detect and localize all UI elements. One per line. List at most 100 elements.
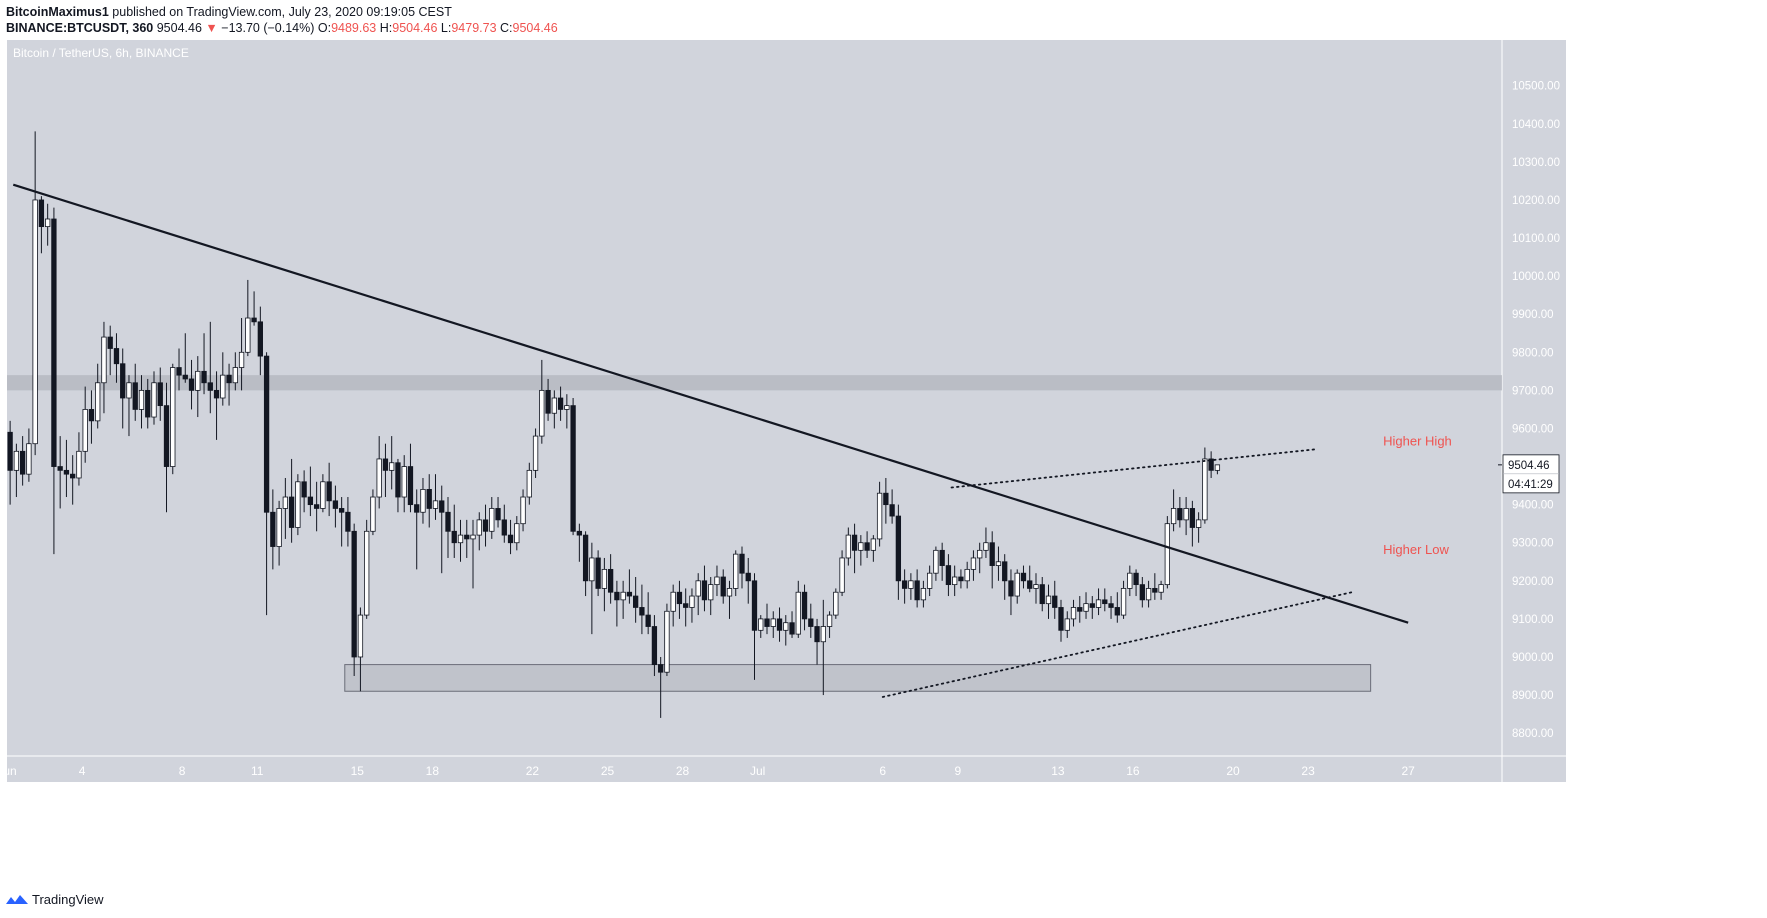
candle-body[interactable] [57, 466, 63, 471]
candle-body[interactable] [1089, 603, 1095, 608]
candle-body[interactable] [1202, 458, 1208, 521]
candle-body[interactable] [232, 367, 238, 384]
candle-body[interactable] [382, 458, 389, 471]
candle-body[interactable] [95, 382, 101, 422]
candle-body[interactable] [1214, 464, 1221, 471]
candle-body[interactable] [82, 409, 88, 452]
candle-body[interactable] [1108, 603, 1114, 608]
candle-body[interactable] [138, 389, 145, 410]
candle-body[interactable] [19, 450, 26, 475]
candle-body[interactable] [539, 389, 545, 437]
candle-body[interactable] [664, 610, 670, 673]
candle-body[interactable] [620, 591, 626, 601]
trendline-upper-channel[interactable] [950, 448, 1316, 489]
candle-body[interactable] [426, 489, 432, 509]
candle-body[interactable] [770, 618, 776, 627]
candle-body[interactable] [51, 218, 57, 467]
candle-body[interactable] [464, 534, 470, 540]
candle-body[interactable] [632, 595, 639, 608]
candle-body[interactable] [726, 588, 733, 597]
candle-body[interactable] [251, 317, 257, 323]
candle-body[interactable] [626, 591, 633, 597]
candle-body[interactable] [557, 397, 564, 410]
candle-body[interactable] [176, 367, 182, 376]
candle-body[interactable] [195, 370, 201, 391]
candle-body[interactable] [45, 218, 51, 228]
candle-body[interactable] [845, 534, 851, 559]
candle-body[interactable] [1039, 584, 1045, 605]
candle-body[interactable] [958, 576, 964, 582]
candle-body[interactable] [701, 580, 708, 601]
symbol-label[interactable]: BINANCE:BTCUSDT, 360 [6, 21, 154, 35]
candle-body[interactable] [901, 580, 908, 589]
candle-body[interactable] [814, 626, 820, 643]
candle-body[interactable] [1120, 588, 1127, 616]
candle-body[interactable] [576, 530, 583, 536]
candle-body[interactable] [364, 530, 370, 616]
candle-body[interactable] [451, 530, 457, 544]
candle-body[interactable] [1170, 508, 1177, 525]
candle-body[interactable] [351, 530, 357, 658]
price-chart[interactable]: Bitcoin / TetherUS, 6h, BINANCE 10500.00 1… [0, 0, 1767, 890]
candle-body[interactable] [113, 348, 120, 365]
candle-body[interactable] [120, 363, 126, 399]
candle-body[interactable] [357, 614, 364, 658]
candle-body[interactable] [708, 584, 714, 601]
candle-body[interactable] [851, 534, 858, 551]
candle-body[interactable] [257, 321, 263, 357]
candle-body[interactable] [532, 435, 539, 471]
candle-body[interactable] [545, 389, 551, 414]
candle-body[interactable] [188, 378, 195, 391]
candle-body[interactable] [864, 542, 870, 551]
candle-body[interactable] [457, 534, 464, 544]
candle-body[interactable] [295, 481, 301, 528]
candle-body[interactable] [801, 591, 808, 620]
candle-body[interactable] [1177, 508, 1183, 521]
candle-body[interactable] [1033, 584, 1039, 589]
candle-body[interactable] [1189, 508, 1196, 528]
candle-body[interactable] [1102, 599, 1108, 605]
candle-body[interactable] [895, 515, 902, 582]
candle-body[interactable] [914, 580, 920, 601]
candle-body[interactable] [1114, 607, 1120, 616]
candle-body[interactable] [439, 500, 445, 513]
candle-body[interactable] [32, 199, 38, 445]
candle-body[interactable] [132, 382, 138, 410]
candle-body[interactable] [495, 508, 501, 521]
candle-body[interactable] [526, 469, 532, 498]
candle-body[interactable] [407, 466, 414, 506]
trendline-descending-resistance[interactable] [12, 183, 1409, 624]
candle-body[interactable] [213, 389, 220, 399]
candle-body[interactable] [989, 542, 995, 566]
candle-body[interactable] [820, 626, 826, 643]
candle-body[interactable] [858, 542, 864, 551]
candle-body[interactable] [733, 553, 739, 589]
candle-body[interactable] [7, 431, 13, 471]
candle-body[interactable] [501, 519, 507, 536]
candle-body[interactable] [263, 355, 270, 513]
candle-body[interactable] [70, 473, 76, 479]
candle-body[interactable] [683, 603, 689, 608]
candle-body[interactable] [63, 469, 70, 475]
candle-body[interactable] [414, 504, 420, 513]
candle-body[interactable] [13, 450, 20, 471]
candle-body[interactable] [76, 450, 82, 479]
candle-body[interactable] [1058, 607, 1064, 631]
candle-body[interactable] [751, 580, 758, 631]
candle-body[interactable] [220, 374, 226, 399]
candle-body[interactable] [695, 580, 701, 597]
candle-body[interactable] [145, 389, 151, 418]
candle-body[interactable] [288, 496, 295, 528]
candle-body[interactable] [282, 496, 289, 509]
candle-body[interactable] [326, 481, 332, 502]
candle-body[interactable] [370, 496, 376, 532]
candle-body[interactable] [758, 618, 764, 631]
candle-body[interactable] [1139, 584, 1145, 601]
candle-body[interactable] [933, 549, 939, 574]
candle-body[interactable] [595, 557, 601, 589]
candle-body[interactable] [964, 568, 970, 582]
candle-body[interactable] [476, 519, 482, 536]
candle-body[interactable] [507, 534, 514, 544]
candle-body[interactable] [420, 489, 426, 513]
candle-body[interactable] [1095, 599, 1102, 608]
